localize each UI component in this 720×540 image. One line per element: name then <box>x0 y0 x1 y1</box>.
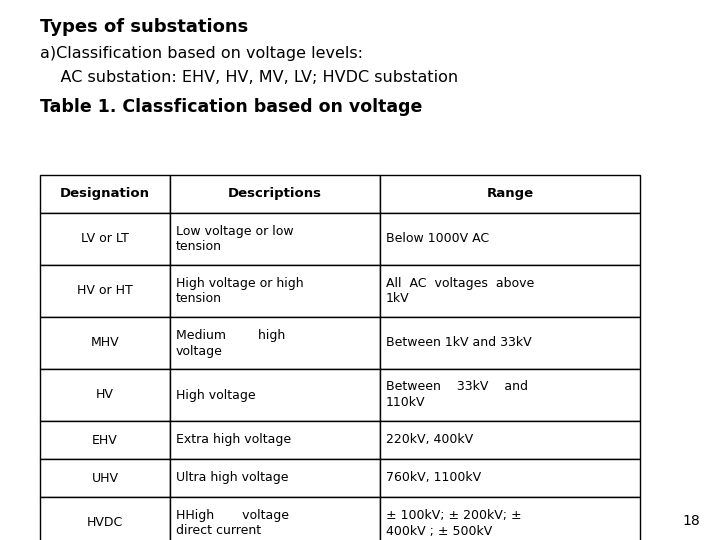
Text: HHigh       voltage
direct current: HHigh voltage direct current <box>176 509 289 537</box>
Bar <box>380 369 640 421</box>
Bar <box>40 213 170 265</box>
Bar <box>380 265 640 317</box>
Bar <box>170 213 380 265</box>
Text: High voltage or high
tension: High voltage or high tension <box>176 276 304 306</box>
Text: MHV: MHV <box>91 336 120 349</box>
Text: a)Classification based on voltage levels:: a)Classification based on voltage levels… <box>40 46 363 61</box>
Bar <box>40 459 170 497</box>
Text: 18: 18 <box>683 514 700 528</box>
Text: LV or LT: LV or LT <box>81 233 129 246</box>
Bar <box>40 175 170 213</box>
Text: Medium        high
voltage: Medium high voltage <box>176 328 285 357</box>
Text: Types of substations: Types of substations <box>40 18 248 36</box>
Text: HV: HV <box>96 388 114 402</box>
Bar <box>380 317 640 369</box>
Text: Ultra high voltage: Ultra high voltage <box>176 471 289 484</box>
Bar <box>380 175 640 213</box>
Text: All  AC  voltages  above
1kV: All AC voltages above 1kV <box>386 276 534 306</box>
Text: 220kV, 400kV: 220kV, 400kV <box>386 434 473 447</box>
Bar <box>170 369 380 421</box>
Text: Between 1kV and 33kV: Between 1kV and 33kV <box>386 336 531 349</box>
Text: Extra high voltage: Extra high voltage <box>176 434 291 447</box>
Text: Table 1. Classfication based on voltage: Table 1. Classfication based on voltage <box>40 98 423 116</box>
Text: EHV: EHV <box>92 434 118 447</box>
Text: UHV: UHV <box>91 471 119 484</box>
Bar <box>170 459 380 497</box>
Text: High voltage: High voltage <box>176 388 256 402</box>
Bar <box>170 497 380 540</box>
Text: ± 100kV; ± 200kV; ±
400kV ; ± 500kV: ± 100kV; ± 200kV; ± 400kV ; ± 500kV <box>386 509 521 537</box>
Text: Descriptions: Descriptions <box>228 187 322 200</box>
Bar <box>170 175 380 213</box>
Text: AC substation: EHV, HV, MV, LV; HVDC substation: AC substation: EHV, HV, MV, LV; HVDC sub… <box>40 70 458 85</box>
Bar <box>40 369 170 421</box>
Bar <box>170 317 380 369</box>
Bar <box>380 497 640 540</box>
Bar <box>380 421 640 459</box>
Bar <box>40 497 170 540</box>
Bar <box>40 421 170 459</box>
Bar <box>40 265 170 317</box>
Text: Between    33kV    and
110kV: Between 33kV and 110kV <box>386 381 528 409</box>
Bar <box>170 421 380 459</box>
Text: Range: Range <box>487 187 534 200</box>
Bar <box>170 265 380 317</box>
Text: 760kV, 1100kV: 760kV, 1100kV <box>386 471 481 484</box>
Text: Below 1000V AC: Below 1000V AC <box>386 233 489 246</box>
Bar <box>380 213 640 265</box>
Bar <box>380 459 640 497</box>
Text: Designation: Designation <box>60 187 150 200</box>
Text: HV or HT: HV or HT <box>77 285 133 298</box>
Text: HVDC: HVDC <box>87 516 123 530</box>
Text: Low voltage or low
tension: Low voltage or low tension <box>176 225 294 253</box>
Bar <box>40 317 170 369</box>
